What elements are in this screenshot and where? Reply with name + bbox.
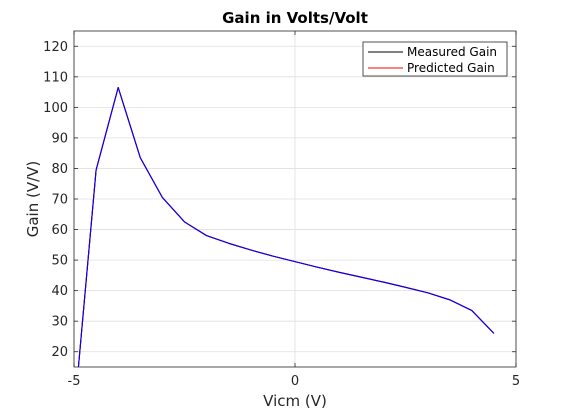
x-tick-label: 5 [512,374,520,389]
x-tick-label: -5 [68,374,81,389]
series-layer [77,86,495,367]
y-tick-label: 110 [43,70,68,85]
legend-box [362,41,508,77]
grid-lines [73,31,517,367]
y-tick-label: 90 [51,131,68,146]
legend-entry: Predicted Gain [407,61,495,75]
y-tick-label: 40 [51,284,68,299]
legend: Measured Gain Predicted Gain [362,41,508,77]
chart-title: Gain in Volts/Volt [222,9,368,27]
y-tick-label: 20 [51,345,68,360]
y-tick-label: 70 [51,193,68,208]
y-tick-label: 120 [43,40,68,55]
y-tick-label: 60 [51,223,68,238]
y-axis-label: Gain (V/V) [24,161,42,238]
legend-entry: Measured Gain [407,45,497,59]
y-tick-label: 100 [43,101,68,116]
axis-ticks: -5 0 5 20 30 40 50 60 70 80 90 100 110 120 [43,31,520,389]
y-tick-label: 80 [51,162,68,177]
y-tick-label: 50 [51,254,68,269]
y-tick-label: 30 [51,315,68,330]
x-tick-label: 0 [291,374,299,389]
x-axis-label: Vicm (V) [263,392,327,410]
series-line-overlay [77,86,495,367]
